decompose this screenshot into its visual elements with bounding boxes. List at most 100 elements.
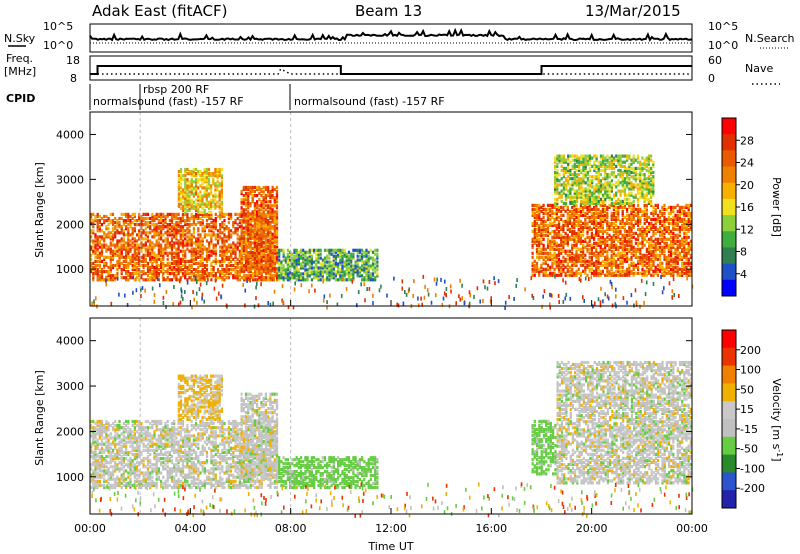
- echo-cell: [184, 206, 187, 210]
- echo-cell: [177, 265, 180, 270]
- echo-cell: [582, 189, 585, 193]
- echo-cell: [197, 265, 200, 270]
- echo-cell: [591, 156, 594, 160]
- echo-cell: [242, 216, 245, 220]
- echo-cell: [626, 267, 629, 271]
- echo-cell: [610, 221, 613, 225]
- echo-cell: [562, 207, 565, 211]
- echo-cell: [273, 218, 276, 222]
- echo-cell: [247, 241, 250, 245]
- echo-cell: [220, 167, 223, 172]
- echo-cell: [604, 229, 607, 233]
- echo-cell: [672, 221, 675, 225]
- echo-cell: [663, 267, 666, 271]
- echo-cell: [177, 255, 180, 259]
- echo-cell: [689, 203, 692, 207]
- echo-cell: [652, 205, 655, 209]
- echo-cell: [142, 265, 145, 270]
- echo-cell: [177, 270, 180, 274]
- echo-cell: [214, 221, 217, 225]
- echo-cell: [555, 215, 558, 219]
- echo-cell: [332, 266, 335, 270]
- echo-cell: [140, 259, 143, 263]
- echo-cell: [205, 239, 209, 243]
- echo-cell: [580, 177, 583, 181]
- echo-cell: [181, 259, 185, 263]
- echo-cell: [111, 278, 115, 282]
- echo-cell: [674, 217, 677, 221]
- echo-cell: [557, 265, 561, 269]
- echo-cell: [242, 187, 245, 192]
- echo-cell: [157, 257, 160, 261]
- echo-cell: [244, 257, 248, 261]
- echo-cell: [118, 216, 121, 221]
- echo-cell: [179, 235, 182, 239]
- echo-cell: [621, 221, 624, 225]
- echo-cell: [212, 223, 215, 227]
- echo-cell: [295, 254, 298, 258]
- echo-cell: [168, 231, 171, 235]
- echo-cell: [619, 229, 622, 233]
- echo-cell: [166, 261, 169, 265]
- echo-cell: [567, 158, 570, 162]
- echo-cell: [155, 268, 158, 272]
- echo-cell: [153, 255, 156, 259]
- echo-cell: [236, 233, 239, 237]
- echo-cell: [659, 267, 662, 271]
- echo-cell: [151, 247, 154, 251]
- echo-cell: [612, 249, 615, 253]
- freq-panel: Freq. [MHz] 18 8 60 0 Nave: [4, 52, 780, 85]
- echo-cell: [553, 217, 556, 221]
- echo-cell: [238, 243, 241, 247]
- echo-cell: [630, 243, 633, 247]
- echo-cell: [566, 225, 569, 229]
- echo-cell: [573, 158, 576, 162]
- echo-cell: [157, 263, 160, 268]
- echo-cell: [588, 219, 591, 223]
- echo-cell: [556, 173, 559, 177]
- echo-cell: [595, 209, 598, 213]
- echo-cell: [264, 255, 267, 259]
- echo-cell: [566, 221, 569, 225]
- echo-cell: [249, 244, 252, 248]
- echo-cell: [205, 178, 208, 182]
- echo-cell: [155, 227, 158, 231]
- echo-cell: [665, 257, 668, 261]
- echo-cell: [553, 219, 556, 223]
- echo-cell: [591, 195, 594, 199]
- echo-cell: [564, 265, 567, 269]
- echo-cell: [533, 223, 536, 227]
- echo-cell: [599, 245, 602, 249]
- echo-cell: [562, 259, 565, 263]
- echo-cell: [269, 278, 272, 282]
- echo-cell: [557, 267, 561, 271]
- echo-cell: [280, 260, 283, 264]
- echo-cell: [195, 182, 198, 186]
- echo-cell: [214, 261, 217, 265]
- echo-cell: [623, 215, 626, 219]
- echo-cell: [637, 261, 640, 265]
- echo-cell: [251, 265, 254, 269]
- echo-cell: [661, 251, 664, 255]
- echo-cell: [328, 278, 331, 282]
- echo-cell: [109, 278, 112, 282]
- echo-cell: [210, 227, 213, 231]
- echo-cell: [273, 244, 276, 248]
- echo-cell: [652, 231, 655, 235]
- echo-cell: [271, 208, 274, 212]
- echo-cell: [289, 252, 292, 256]
- echo-cell: [584, 162, 587, 166]
- echo-cell: [634, 265, 637, 269]
- echo-cell: [240, 238, 243, 242]
- echo-cell: [197, 194, 200, 198]
- echo-cell: [267, 187, 270, 192]
- echo-cell: [676, 267, 679, 271]
- echo-cell: [573, 191, 576, 195]
- echo-cell: [238, 237, 241, 241]
- echo-cell: [595, 199, 598, 203]
- echo-cell: [667, 217, 670, 221]
- echo-cell: [203, 212, 206, 216]
- echo-cell: [153, 274, 156, 278]
- echo-cell: [195, 237, 198, 241]
- echo-cell: [92, 229, 95, 233]
